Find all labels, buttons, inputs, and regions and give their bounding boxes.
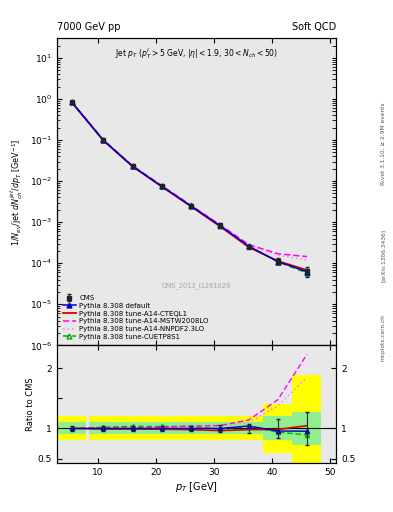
Pythia 8.308 tune-A14-CTEQL1 xyxy=(305,267,309,273)
Pythia 8.308 default xyxy=(159,183,164,189)
Pythia 8.308 tune-A14-MSTW2008LO xyxy=(130,163,135,169)
Y-axis label: $1/N_{ev}$/jet $dN_{ch}^{jet}/dp_T$ [GeV$^{-1}$]: $1/N_{ev}$/jet $dN_{ch}^{jet}/dp_T$ [GeV… xyxy=(9,138,26,246)
Pythia 8.308 tune-A14-MSTW2008LO xyxy=(101,137,106,143)
Pythia 8.308 tune-A14-MSTW2008LO xyxy=(217,222,222,228)
Pythia 8.308 tune-A14-NNPDF2.3LO xyxy=(130,163,135,169)
Pythia 8.308 tune-CUETP8S1 xyxy=(217,223,222,229)
Pythia 8.308 tune-A14-NNPDF2.3LO xyxy=(101,137,106,143)
Y-axis label: Ratio to CMS: Ratio to CMS xyxy=(26,377,35,431)
Legend: CMS, Pythia 8.308 default, Pythia 8.308 tune-A14-CTEQL1, Pythia 8.308 tune-A14-M: CMS, Pythia 8.308 default, Pythia 8.308 … xyxy=(61,293,211,342)
Pythia 8.308 tune-A14-NNPDF2.3LO xyxy=(246,242,251,248)
Line: Pythia 8.308 tune-CUETP8S1: Pythia 8.308 tune-CUETP8S1 xyxy=(69,99,309,275)
Pythia 8.308 default xyxy=(130,163,135,169)
Pythia 8.308 default xyxy=(275,259,280,265)
Pythia 8.308 tune-A14-MSTW2008LO xyxy=(305,253,309,260)
Pythia 8.308 tune-A14-CTEQL1 xyxy=(101,138,106,144)
Pythia 8.308 tune-CUETP8S1 xyxy=(246,243,251,249)
Pythia 8.308 tune-A14-MSTW2008LO xyxy=(69,99,74,105)
Pythia 8.308 tune-A14-CTEQL1 xyxy=(217,223,222,229)
Pythia 8.308 tune-A14-NNPDF2.3LO xyxy=(305,257,309,263)
Pythia 8.308 tune-A14-CTEQL1 xyxy=(275,258,280,264)
Text: mcplots.cern.ch: mcplots.cern.ch xyxy=(381,314,386,361)
Pythia 8.308 tune-A14-MSTW2008LO xyxy=(159,183,164,189)
Pythia 8.308 tune-CUETP8S1 xyxy=(188,202,193,208)
Pythia 8.308 tune-A14-MSTW2008LO xyxy=(246,242,251,248)
Pythia 8.308 tune-A14-CTEQL1 xyxy=(188,203,193,209)
Line: Pythia 8.308 tune-A14-CTEQL1: Pythia 8.308 tune-A14-CTEQL1 xyxy=(72,102,307,270)
Pythia 8.308 tune-CUETP8S1 xyxy=(101,137,106,143)
Pythia 8.308 tune-A14-MSTW2008LO xyxy=(275,251,280,257)
Pythia 8.308 tune-A14-MSTW2008LO xyxy=(188,202,193,208)
Pythia 8.308 tune-A14-NNPDF2.3LO xyxy=(217,222,222,228)
Text: Jet $p_T$ ($p^l_T$$>$5 GeV, $|\eta|$$<$1.9, 30$<$$N_{ch}$$<$50): Jet $p_T$ ($p^l_T$$>$5 GeV, $|\eta|$$<$1… xyxy=(115,46,278,61)
Pythia 8.308 default xyxy=(246,243,251,249)
Pythia 8.308 tune-A14-CTEQL1 xyxy=(246,244,251,250)
Pythia 8.308 default xyxy=(188,203,193,209)
Pythia 8.308 tune-CUETP8S1 xyxy=(69,99,74,105)
Line: Pythia 8.308 tune-A14-NNPDF2.3LO: Pythia 8.308 tune-A14-NNPDF2.3LO xyxy=(72,102,307,260)
Pythia 8.308 tune-CUETP8S1 xyxy=(275,259,280,265)
Pythia 8.308 tune-CUETP8S1 xyxy=(130,163,135,169)
Text: 7000 GeV pp: 7000 GeV pp xyxy=(57,22,121,32)
Pythia 8.308 tune-CUETP8S1 xyxy=(305,270,309,276)
X-axis label: $p_T$ [GeV]: $p_T$ [GeV] xyxy=(175,480,218,494)
Line: Pythia 8.308 tune-A14-MSTW2008LO: Pythia 8.308 tune-A14-MSTW2008LO xyxy=(72,102,307,257)
Pythia 8.308 default xyxy=(101,137,106,143)
Pythia 8.308 tune-A14-NNPDF2.3LO xyxy=(275,252,280,258)
Text: CMS_2013_I1261026: CMS_2013_I1261026 xyxy=(162,282,231,289)
Pythia 8.308 tune-CUETP8S1 xyxy=(159,183,164,189)
Pythia 8.308 default xyxy=(69,99,74,105)
Text: Soft QCD: Soft QCD xyxy=(292,22,336,32)
Text: [arXiv:1306.3436]: [arXiv:1306.3436] xyxy=(381,229,386,283)
Pythia 8.308 tune-A14-CTEQL1 xyxy=(130,163,135,169)
Pythia 8.308 tune-A14-CTEQL1 xyxy=(159,183,164,189)
Pythia 8.308 tune-A14-CTEQL1 xyxy=(69,99,74,105)
Pythia 8.308 tune-A14-NNPDF2.3LO xyxy=(159,183,164,189)
Text: Rivet 3.1.10, ≥ 2.9M events: Rivet 3.1.10, ≥ 2.9M events xyxy=(381,102,386,185)
Line: Pythia 8.308 default: Pythia 8.308 default xyxy=(69,99,309,274)
Pythia 8.308 tune-A14-NNPDF2.3LO xyxy=(188,202,193,208)
Pythia 8.308 default xyxy=(305,269,309,275)
Pythia 8.308 tune-A14-NNPDF2.3LO xyxy=(69,99,74,105)
Pythia 8.308 default xyxy=(217,222,222,228)
